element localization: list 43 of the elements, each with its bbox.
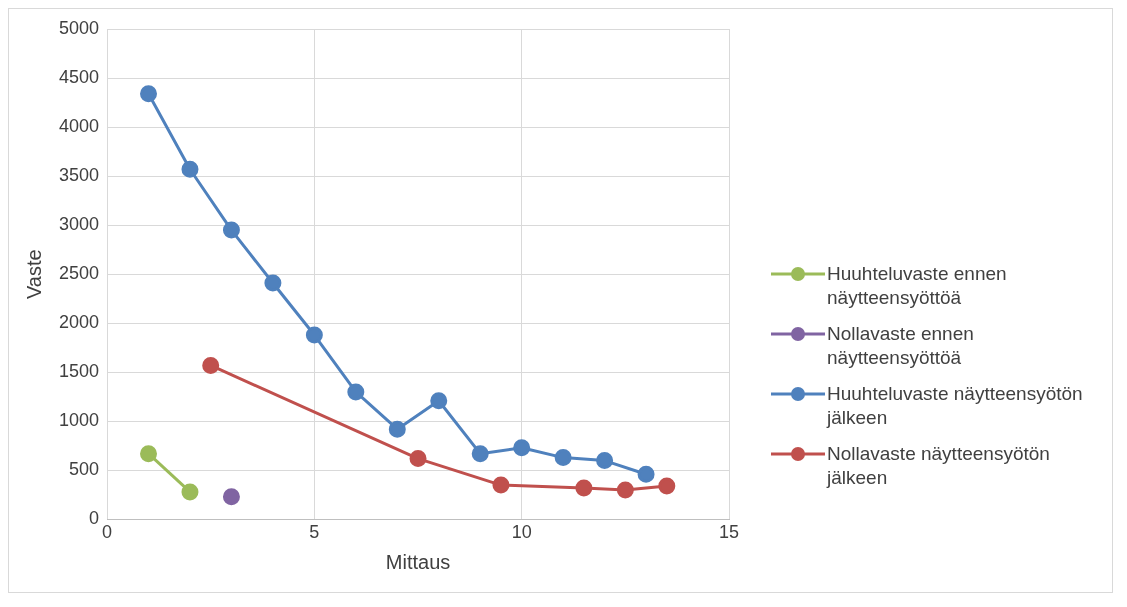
point [140,85,158,103]
y-tick-label: 1500 [59,361,100,382]
y-tick-label: 2000 [59,312,100,333]
x-tick-label: 0 [102,522,113,543]
y-tick-label: 5000 [59,17,100,38]
point [658,477,676,495]
point [616,481,634,499]
point [575,479,593,497]
legend-label: Nollavaste näytteensyötön jälkeen [827,441,1051,490]
point [305,326,323,344]
y-tick-label: 2500 [59,263,100,284]
legend-label: Huuhteluvaste näytteensyötön jälkeen [827,381,1084,430]
x-tick-label: 5 [309,522,320,543]
point [409,450,427,468]
point [222,488,240,506]
point [181,483,199,501]
point [222,221,240,239]
point [637,465,655,483]
point [596,452,614,470]
y-tick-label: 1000 [59,410,100,431]
x-tick-label: 10 [511,522,532,543]
y-tick-label: 3000 [59,214,100,235]
y-tick-label: 4500 [59,67,100,88]
point [492,476,510,494]
y-tick-label: 3500 [59,165,100,186]
legend-label: Nollavaste ennen näytteensyöttöä [827,321,975,370]
point [513,439,531,457]
y-axis-title: Vaste [22,249,45,300]
point [430,392,448,410]
point [140,445,158,463]
point [388,420,406,438]
point [181,160,199,178]
y-tick-label: 4000 [59,116,100,137]
y-tick-label: 500 [69,459,100,480]
x-tick-label: 15 [718,522,740,543]
point [347,383,365,401]
legend-label: Huuhteluvaste ennen näytteensyöttöä [827,261,1008,310]
point [554,449,572,467]
y-tick-label: 0 [89,508,100,529]
point [202,356,220,374]
point [471,445,489,463]
point [264,274,282,292]
x-axis-title: Mittaus [385,550,451,573]
